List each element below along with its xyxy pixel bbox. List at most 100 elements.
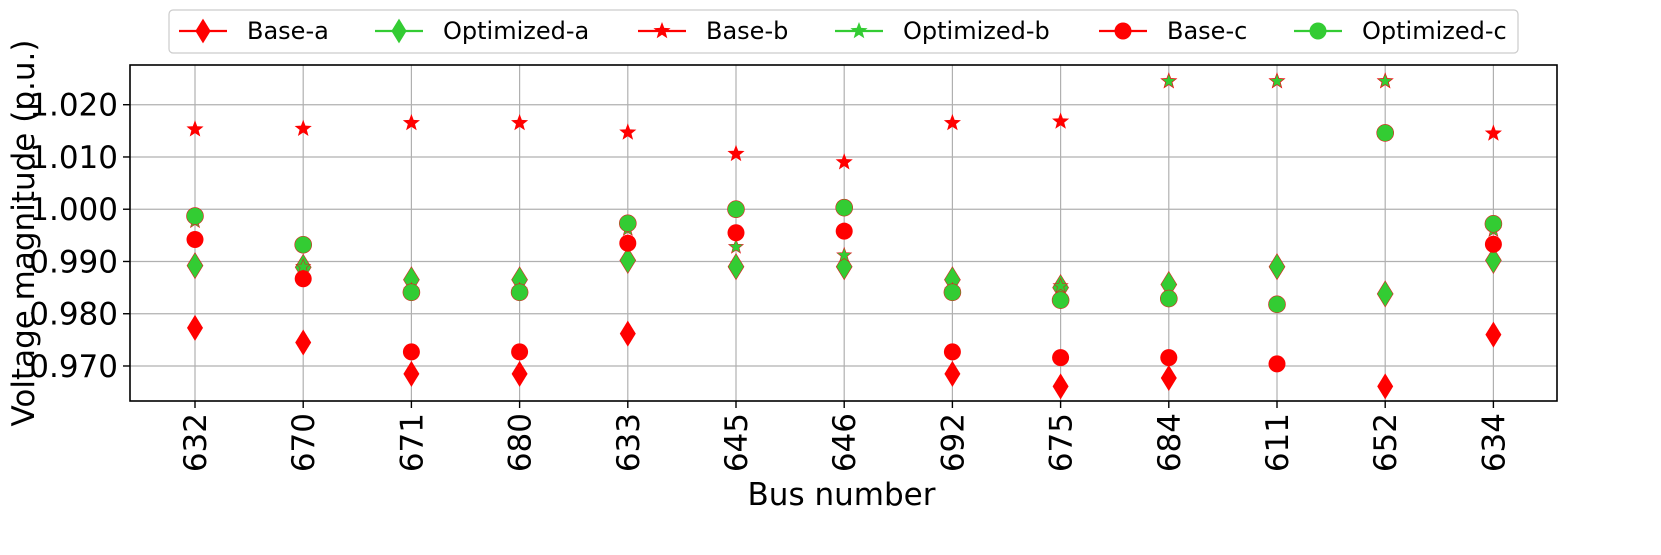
data-point — [1052, 112, 1070, 129]
data-point — [1052, 349, 1070, 367]
data-point — [835, 198, 854, 217]
legend-label: Base-a — [247, 17, 329, 45]
data-point — [619, 123, 637, 140]
data-point — [1268, 295, 1286, 314]
y-tick-label: 1.000 — [29, 192, 118, 228]
series-optimized-c — [186, 124, 1503, 314]
data-point — [1377, 373, 1394, 400]
data-point — [835, 222, 853, 240]
x-tick-label: 671 — [394, 413, 430, 472]
x-tick-label: 675 — [1044, 413, 1080, 472]
data-point — [186, 120, 204, 137]
data-point — [1160, 349, 1178, 367]
legend-marker — [653, 22, 671, 39]
y-tick-label: 0.980 — [29, 297, 118, 333]
data-point — [727, 224, 745, 242]
data-point — [1484, 215, 1503, 233]
data-point — [510, 283, 529, 302]
data-point — [1376, 280, 1394, 308]
x-axis-ticks: 632 670 671 680 633 645 646 692 675 684 611 652 634 — [178, 401, 1512, 472]
data-point — [186, 231, 204, 249]
y-tick-label: 1.020 — [29, 88, 118, 124]
data-point — [1268, 72, 1286, 89]
data-point — [1051, 291, 1070, 309]
data-point — [619, 246, 637, 275]
legend-marker — [1309, 22, 1327, 40]
data-point — [1052, 277, 1069, 293]
y-axis-ticks: 0.970 0.980 0.990 1.000 1.010 1.020 — [29, 88, 130, 385]
legend-item: Optimized-a — [375, 17, 589, 45]
data-point — [403, 360, 420, 387]
legend-label: Base-b — [706, 17, 788, 45]
legend-marker — [850, 22, 868, 39]
data-marks — [186, 72, 1503, 400]
data-point — [727, 200, 745, 219]
x-tick-label: 692 — [935, 413, 971, 472]
legend: Base-a Optimized-a Base-b Optimized-b Base-c… — [168, 9, 1519, 54]
x-tick-label: 670 — [286, 413, 322, 472]
data-point — [944, 360, 961, 387]
data-point — [943, 283, 962, 302]
data-point — [1484, 124, 1502, 141]
legend-item: Base-b — [638, 17, 788, 45]
data-point — [402, 343, 420, 361]
x-tick-label: 611 — [1260, 413, 1296, 472]
data-point — [295, 258, 312, 274]
data-point — [943, 343, 961, 361]
data-point — [1485, 246, 1502, 275]
x-axis-label: Bus number — [748, 477, 936, 513]
data-point — [1484, 235, 1502, 253]
data-point — [294, 119, 312, 137]
y-tick-label: 0.990 — [29, 244, 118, 280]
data-point — [727, 238, 745, 254]
data-point — [727, 253, 745, 281]
x-tick-label: 680 — [503, 413, 539, 472]
y-tick-label: 1.010 — [29, 140, 118, 176]
data-point — [1160, 289, 1178, 308]
data-point — [1268, 253, 1286, 281]
x-tick-label: 645 — [719, 413, 755, 472]
y-tick-label: 0.970 — [29, 349, 118, 385]
legend-marker — [391, 18, 407, 44]
data-point — [511, 343, 529, 361]
data-point — [402, 114, 420, 131]
legend-item: Base-a — [179, 17, 329, 45]
legend-item: Optimized-c — [1294, 17, 1507, 45]
legend-label: Optimized-c — [1362, 17, 1507, 45]
x-tick-label: 684 — [1152, 413, 1188, 472]
data-point — [511, 114, 529, 131]
data-point — [835, 153, 853, 170]
data-point — [943, 114, 961, 131]
data-point — [1052, 373, 1069, 400]
x-tick-label: 652 — [1368, 413, 1404, 472]
data-point — [402, 283, 421, 302]
x-tick-label: 646 — [827, 413, 863, 472]
x-tick-label: 634 — [1476, 413, 1512, 472]
legend-item: Optimized-b — [835, 17, 1050, 45]
x-tick-label: 633 — [611, 413, 647, 472]
data-point — [294, 235, 313, 254]
data-point — [186, 207, 204, 225]
legend-marker — [1114, 22, 1132, 40]
legend-marker — [195, 18, 211, 44]
data-point — [186, 252, 204, 280]
data-point — [1160, 72, 1177, 89]
data-point — [1377, 72, 1394, 89]
data-point — [511, 360, 528, 387]
data-point — [1160, 365, 1177, 392]
data-point — [836, 246, 853, 263]
legend-item: Base-c — [1099, 17, 1247, 45]
data-point — [1268, 355, 1286, 373]
y-axis-label: Voltage magnitude (p.u.) — [6, 40, 42, 427]
legend-label: Optimized-a — [443, 17, 589, 45]
legend-label: Optimized-b — [903, 17, 1050, 45]
data-point — [618, 214, 637, 233]
data-point — [187, 314, 203, 341]
data-point — [619, 234, 637, 252]
x-tick-label: 632 — [178, 413, 214, 472]
data-point — [295, 329, 312, 356]
data-point — [727, 144, 745, 162]
data-point — [835, 253, 853, 281]
data-point — [1485, 321, 1502, 348]
